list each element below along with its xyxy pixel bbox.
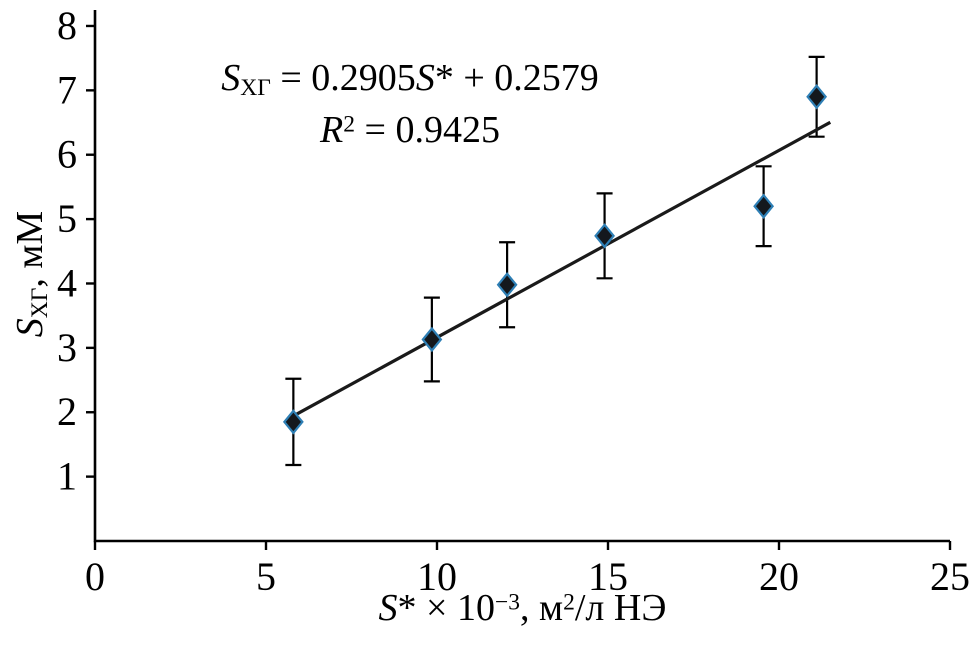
equation-tail: * + 0.2579	[434, 57, 599, 99]
x-axis-label: S* × 10−3, м2/л НЭ	[95, 586, 950, 630]
equation-variable-2: S	[415, 57, 435, 99]
data-point-marker	[594, 223, 616, 249]
x-tick-label: 5	[256, 554, 276, 599]
x-tick-label: 15	[588, 554, 628, 599]
data-point-marker	[806, 84, 828, 110]
equation-annotation: SХГ = 0.2905S* + 0.2579 R2 = 0.9425	[140, 52, 680, 157]
equation-subscript: ХГ	[240, 75, 271, 102]
y-tick-label: 7	[57, 67, 77, 112]
y-tick-label: 3	[57, 325, 77, 370]
data-point-marker	[496, 272, 518, 298]
x-label-times: × 10	[416, 587, 495, 629]
x-tick-label: 20	[759, 554, 799, 599]
data-point-marker	[753, 193, 775, 219]
x-label-variable: S	[378, 587, 398, 629]
equation-line: SХГ = 0.2905S* + 0.2579	[140, 52, 680, 104]
y-tick-label: 5	[57, 196, 77, 241]
r-squared-exponent: 2	[343, 111, 356, 138]
data-point-marker	[282, 409, 304, 435]
trend-line	[292, 120, 832, 418]
y-tick-label: 2	[57, 389, 77, 434]
x-tick-label: 0	[85, 554, 105, 599]
x-label-units-tail: /л НЭ	[574, 587, 667, 629]
r-squared-value: = 0.9425	[355, 109, 500, 152]
y-tick-label: 1	[57, 454, 77, 499]
y-label-units: , мМ	[9, 210, 51, 288]
equation-variable: S	[221, 57, 241, 99]
r-squared-line: R2 = 0.9425	[140, 104, 680, 156]
y-label-variable: S	[9, 318, 51, 338]
y-tick-label: 4	[57, 260, 77, 305]
y-label-subscript: ХГ	[27, 287, 54, 319]
x-label-exponent: −3	[494, 589, 521, 616]
y-tick-label: 8	[57, 3, 77, 48]
x-label-star: *	[397, 587, 417, 629]
data-point-marker	[421, 326, 443, 353]
x-label-units: , м	[520, 587, 564, 629]
y-axis-label: SХГ, мМ	[8, 114, 54, 434]
x-tick-label: 10	[417, 554, 457, 599]
r-squared-variable: R	[320, 109, 344, 152]
x-label-squared: 2	[563, 589, 575, 616]
y-tick-label: 6	[57, 132, 77, 177]
equation-middle: = 0.2905	[270, 57, 416, 99]
x-tick-label: 25	[930, 554, 970, 599]
